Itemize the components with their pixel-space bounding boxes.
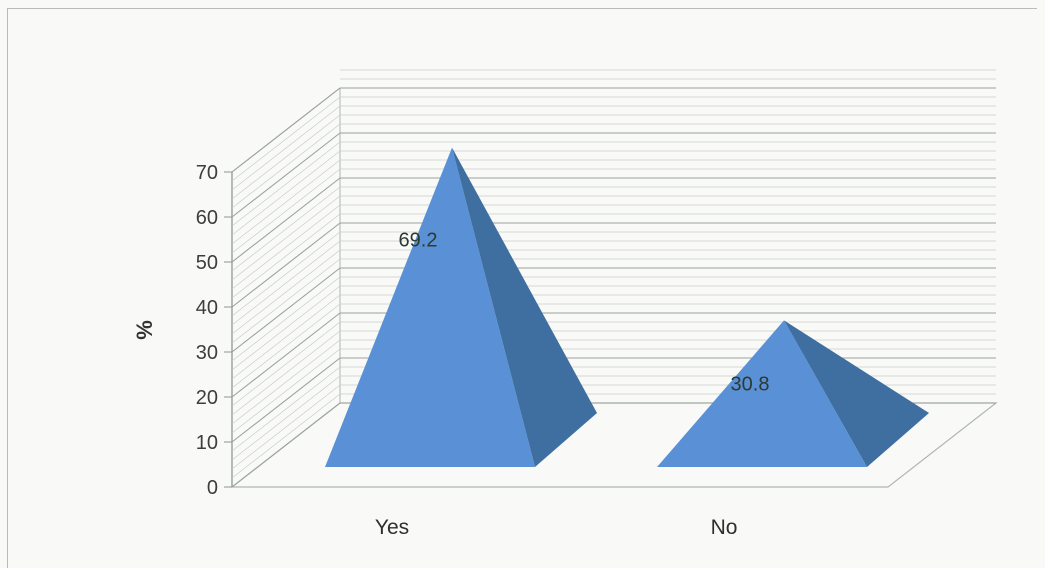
x-axis-categories: Yes No [375, 516, 738, 539]
y-tick-label: 20 [196, 387, 218, 409]
side-gridline [231, 168, 341, 254]
side-gridline [231, 294, 341, 380]
side-gridline [231, 312, 341, 398]
data-label: 30.8 [731, 374, 770, 396]
pyramid-side-face [784, 320, 929, 467]
pyramid-yes: 69.2 [325, 147, 597, 467]
side-gridline [231, 285, 341, 371]
x-category-label: Yes [375, 516, 409, 539]
y-tick-label: 0 [207, 477, 218, 499]
side-gridline [231, 96, 341, 182]
y-axis-ticks: 0 10 20 30 40 50 60 70 [196, 162, 232, 499]
side-gridline [231, 87, 341, 173]
y-tick-label: 40 [196, 297, 218, 319]
pyramid-side-face [452, 147, 597, 467]
side-gridline [231, 123, 341, 209]
side-gridline [231, 258, 341, 344]
side-gridline [231, 141, 341, 227]
pyramid-front-face [657, 320, 867, 467]
pyramid-no: 30.8 [657, 320, 929, 467]
pyramid-chart: 0 10 20 30 40 50 60 70 69.2 30.8 Yes No % [132, 69, 998, 539]
side-gridline [231, 213, 341, 299]
side-gridline [231, 321, 341, 407]
chart-marks: 69.2 30.8 [325, 147, 929, 467]
side-gridline [231, 303, 341, 389]
side-gridline [231, 330, 341, 416]
side-gridline [231, 402, 341, 488]
side-gridline [231, 177, 341, 263]
y-tick-label: 30 [196, 342, 218, 364]
y-tick-label: 50 [196, 252, 218, 274]
y-tick-label: 70 [196, 162, 218, 184]
side-gridline [231, 357, 341, 443]
side-gridline [231, 204, 341, 290]
y-tick-label: 60 [196, 207, 218, 229]
y-axis-title: % [132, 320, 157, 340]
pyramid-front-face [325, 147, 535, 467]
side-gridline [231, 276, 341, 362]
side-gridline [231, 240, 341, 326]
side-gridline [231, 114, 341, 200]
side-gridline [231, 132, 341, 218]
side-gridline [231, 384, 341, 470]
side-gridline [231, 366, 341, 452]
side-gridline [231, 222, 341, 308]
side-gridline [231, 339, 341, 425]
x-category-label: No [711, 516, 738, 539]
side-gridline [231, 159, 341, 245]
side-gridline [231, 393, 341, 479]
side-gridline [231, 348, 341, 434]
data-label: 69.2 [399, 229, 438, 251]
side-gridline [231, 231, 341, 317]
y-tick-label: 10 [196, 432, 218, 454]
side-gridline [231, 249, 341, 335]
side-gridline [231, 186, 341, 272]
side-gridline [231, 267, 341, 353]
side-gridline [231, 195, 341, 281]
side-gridline [231, 105, 341, 191]
chart-frame [7, 8, 1037, 568]
side-gridline [231, 150, 341, 236]
side-gridline [231, 375, 341, 461]
